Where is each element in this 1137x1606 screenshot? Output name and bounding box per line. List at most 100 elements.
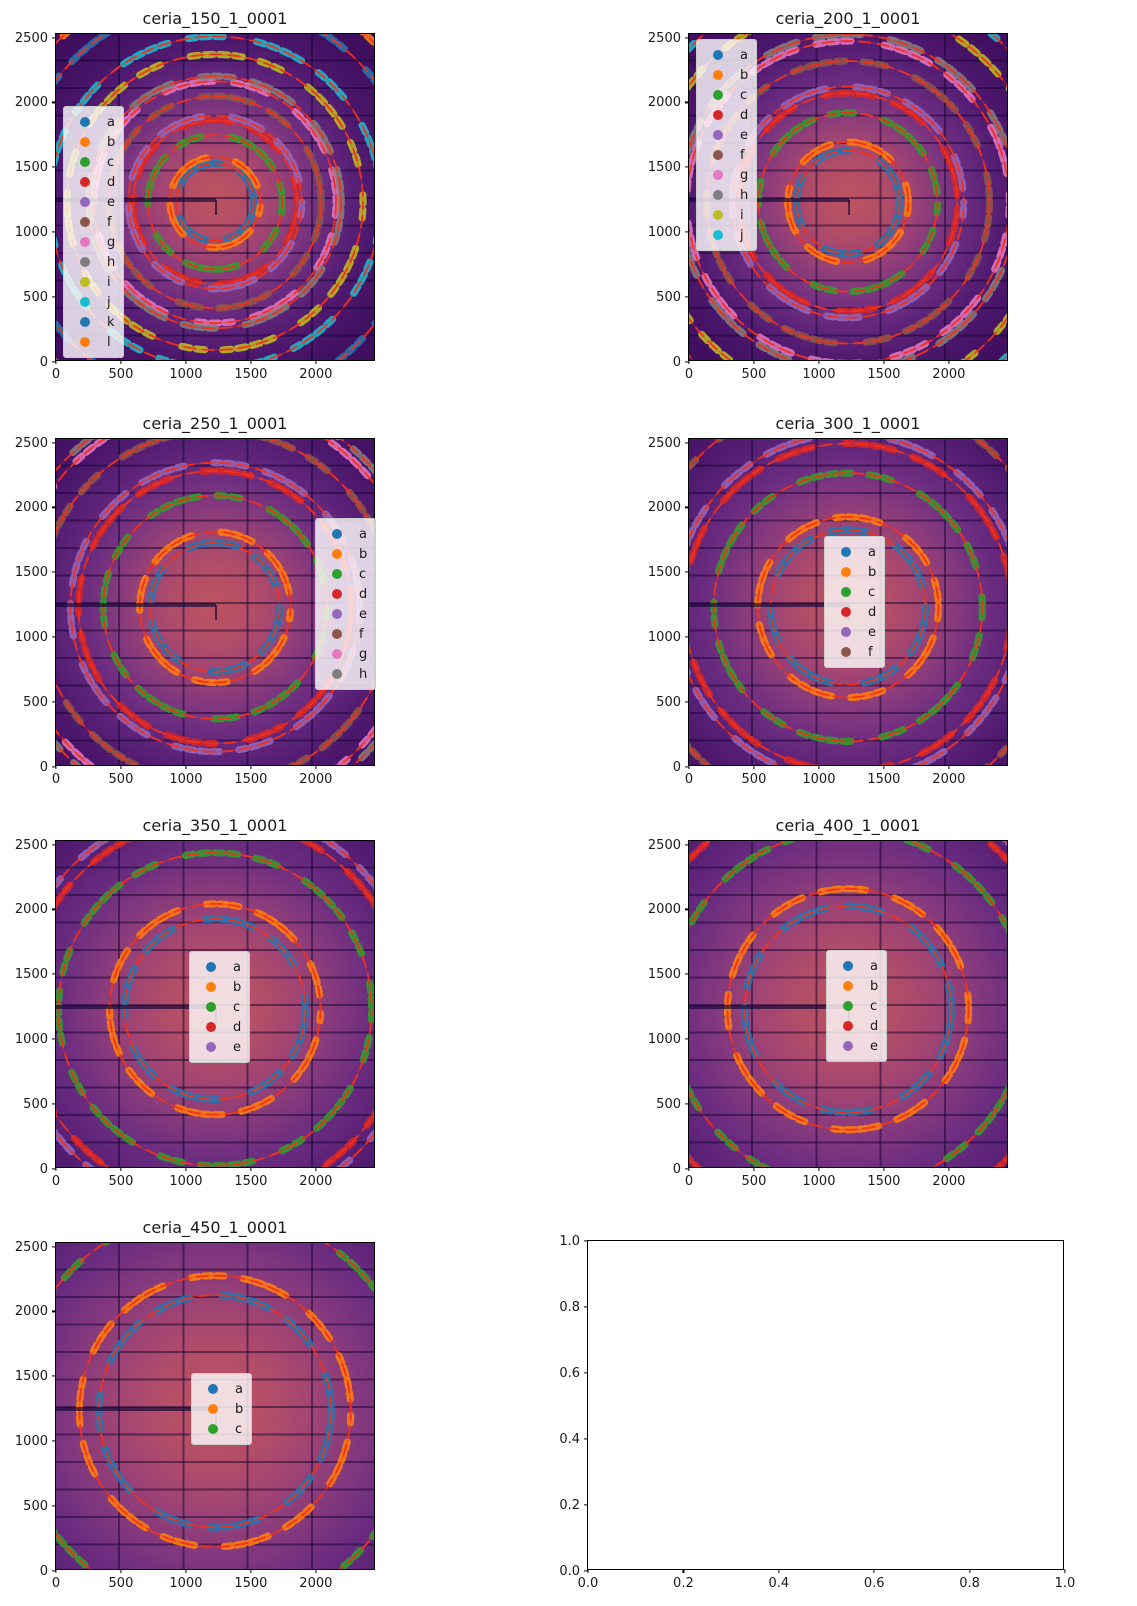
ring-a-fit-circle (175, 162, 255, 242)
legend-entry-label: a (868, 544, 876, 560)
beamstop-arm-shadow (56, 1004, 217, 1009)
legend-entry: c (196, 997, 241, 1017)
x-tick-label: 500 (741, 772, 767, 787)
y-tick-mark (52, 1570, 56, 1572)
y-tick-mark (52, 636, 56, 638)
legend-marker-dot (713, 110, 723, 120)
x-tick-label: 500 (108, 1576, 134, 1591)
plot-title: ceria_200_1_0001 (775, 9, 921, 28)
ring-b-fit-circle (108, 902, 322, 1116)
y-tick-mark (584, 1504, 588, 1506)
ring-b-fit-circle (756, 515, 940, 699)
ring-b-fit-circle (138, 530, 292, 684)
x-tick-label: 1000 (802, 772, 836, 787)
x-tick-mark (818, 765, 820, 769)
y-tick-mark (52, 843, 56, 846)
plot-title: ceria_300_1_0001 (775, 414, 921, 433)
x-tick-label: 0 (51, 1174, 61, 1189)
y-tick-label: 2500 (14, 30, 48, 46)
y-tick-label: 0 (39, 1564, 48, 1580)
x-tick-label: 2000 (932, 367, 966, 382)
legend-marker-dot (80, 317, 90, 327)
y-tick-label: 1000 (647, 1032, 681, 1048)
ring-d-fit-circle (132, 119, 298, 285)
x-tick-mark (883, 1167, 885, 1171)
y-tick-label: 1000 (14, 225, 48, 241)
ring-c-fit-circle (57, 851, 373, 1167)
legend-entry-label: c (870, 998, 878, 1014)
x-tick-label: 0 (684, 367, 694, 382)
x-tick-mark (120, 1167, 122, 1171)
legend-marker-dot (208, 1384, 218, 1394)
ring-a-fit-circle (743, 905, 953, 1114)
beam-center-mark (215, 199, 218, 215)
x-tick-mark (250, 765, 252, 769)
y-tick-label: 0 (672, 1162, 681, 1178)
y-tick-mark (52, 701, 56, 703)
legend-entry-label: b (870, 978, 879, 994)
legend-entry: g (703, 165, 748, 185)
diffraction-rings (56, 841, 374, 1167)
legend-marker-dot (332, 629, 342, 639)
x-tick-label: 2000 (299, 1174, 333, 1189)
legend-entry: e (322, 604, 367, 624)
y-tick-label: 1000 (14, 630, 48, 646)
ring-g-fit-circle (689, 40, 1007, 360)
legend-entry-label: e (359, 606, 367, 622)
legend-entry: a (831, 542, 876, 562)
legend-marker-dot (841, 647, 851, 657)
x-tick-label: 1000 (802, 367, 836, 382)
x-tick-mark (120, 765, 122, 769)
legend-marker-dot (208, 1404, 218, 1414)
x-tick-label: 0 (684, 1174, 694, 1189)
legend-marker-dot (843, 1041, 853, 1051)
legend-entry-label: c (868, 584, 876, 600)
y-tick-mark (685, 1168, 689, 1170)
subplot-ceria_350_1_0001: ceria_350_1_0001 0 500 1000 1500 2000 2500 0 500… (15, 816, 375, 1189)
ring-c-fit-circle (146, 134, 284, 271)
x-tick-label: 0 (51, 772, 61, 787)
y-tick-mark (685, 636, 689, 638)
legend-entry-label: c (233, 999, 241, 1015)
y-tick-label: 0 (672, 760, 681, 776)
x-tick-mark (1064, 1569, 1066, 1573)
legend-entry-label: a (359, 526, 367, 542)
y-tick-label: 0 (39, 1162, 48, 1178)
beamstop-arm-shadow (56, 602, 217, 607)
x-tick-mark (818, 360, 820, 364)
legend-marker-dot (841, 587, 851, 597)
legend-entry-label: b (359, 546, 368, 562)
y-tick-label: 0.4 (559, 1432, 580, 1448)
y-tick-label: 2000 (14, 1304, 48, 1320)
x-tick-label: 2000 (299, 367, 333, 382)
subplot-ceria_250_1_0001: ceria_250_1_0001 0 500 1000 1500 2000 2500 0 500… (15, 414, 377, 787)
legend-entry: l (70, 332, 115, 352)
y-tick-label: 2500 (647, 30, 681, 46)
legend-entry: a (703, 45, 748, 65)
x-tick-label: 2000 (299, 1576, 333, 1591)
y-tick-label: 1500 (14, 967, 48, 983)
legend-entry-label: b (107, 134, 116, 150)
legend-entry-label: f (359, 626, 364, 642)
y-tick-label: 2500 (14, 1239, 48, 1255)
legend-entry-label: g (107, 234, 116, 250)
legend-entry: c (831, 582, 876, 602)
legend-entry: f (70, 212, 115, 232)
legend-entry-label: e (868, 624, 876, 640)
legend-entry: a (833, 956, 878, 976)
legend-marker-dot (843, 1021, 853, 1031)
legend-entry: e (196, 1037, 241, 1057)
y-tick-label: 0 (39, 760, 48, 776)
x-tick-label: 0 (51, 367, 61, 382)
legend-entry: c (703, 85, 748, 105)
legend-marker-dot (713, 70, 723, 80)
ring-b-fit-circle (168, 156, 262, 249)
x-tick-mark (120, 360, 122, 364)
x-tick-mark (753, 360, 755, 364)
legend-marker-dot (713, 210, 723, 220)
y-tick-label: 1500 (647, 967, 681, 983)
legend-entry: h (703, 185, 748, 205)
